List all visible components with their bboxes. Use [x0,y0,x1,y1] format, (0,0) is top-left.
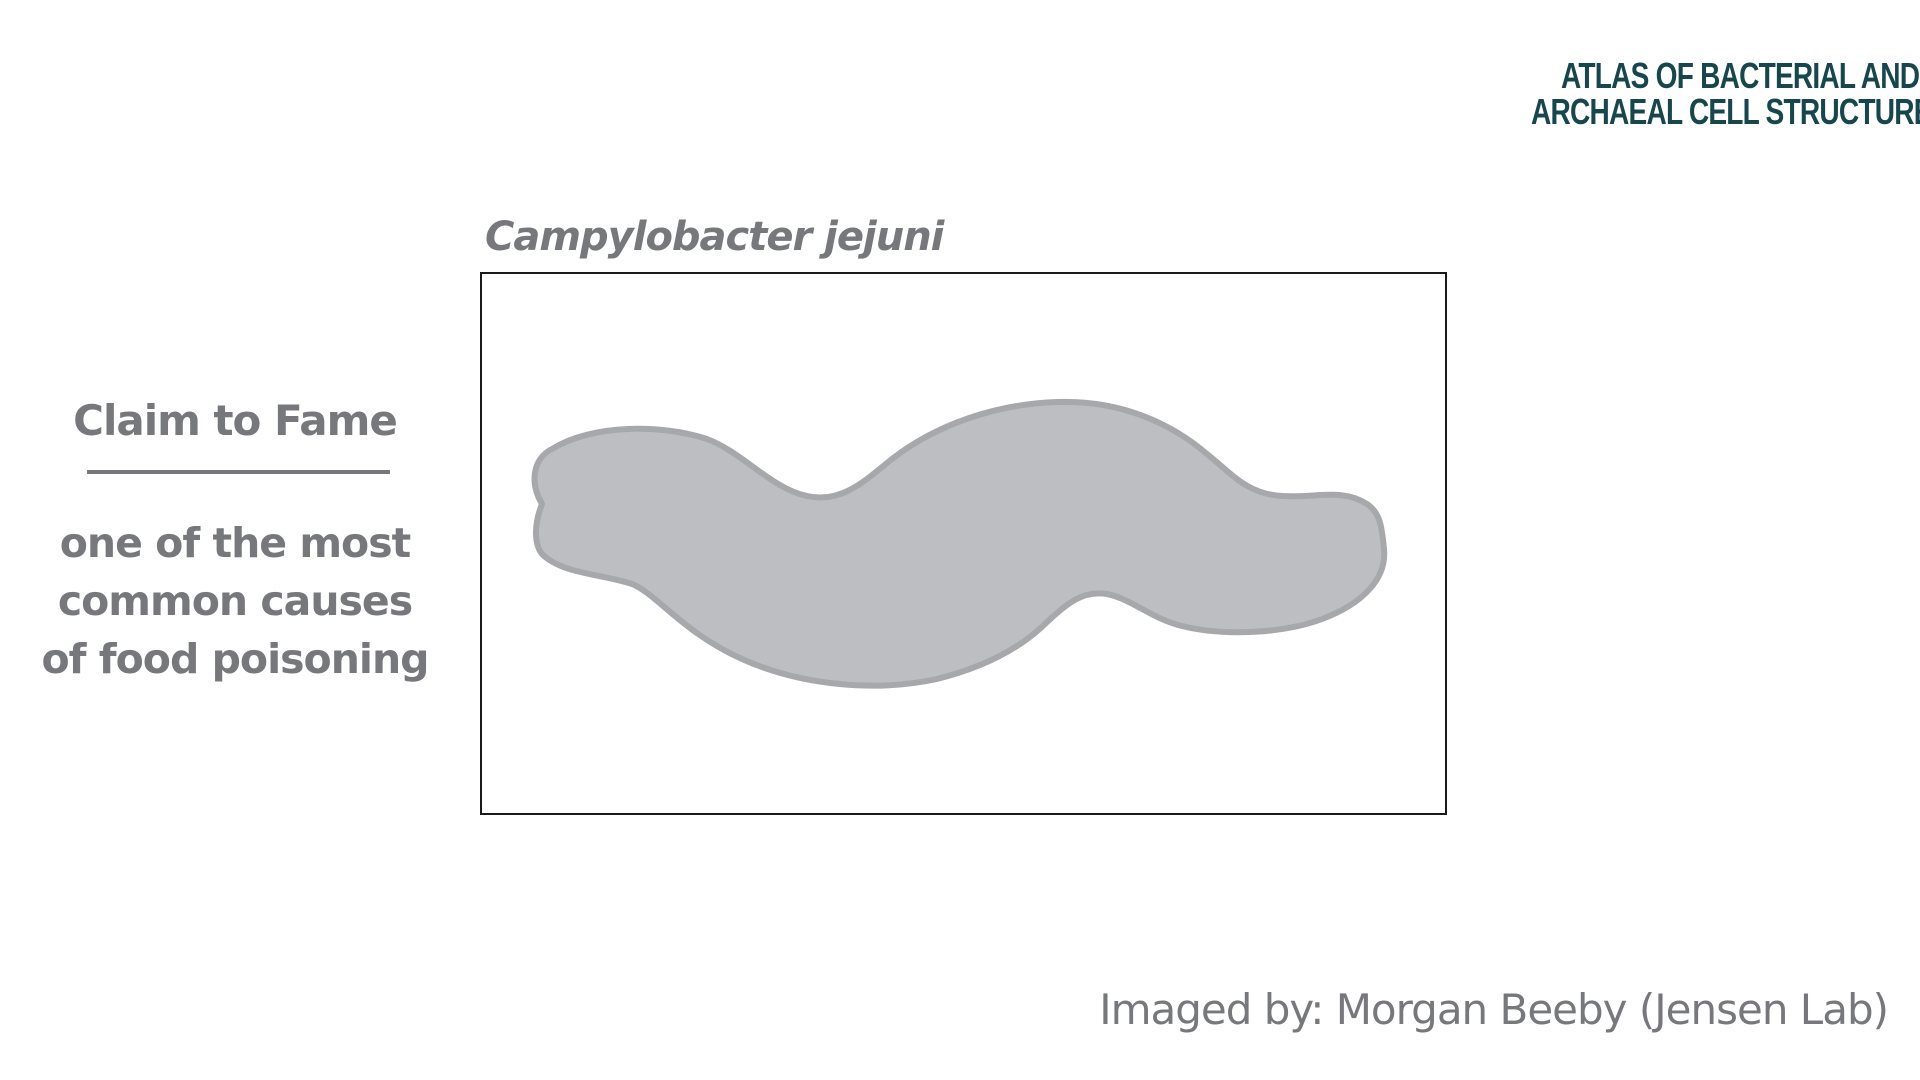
imaging-credit: Imaged by: Morgan Beeby (Jensen Lab) [1099,985,1889,1034]
atlas-logo: Atlas of Bacterial and Archaeal Cell Str… [1531,55,1920,132]
cell-image-frame [480,272,1447,815]
campylobacter-cell-shape [531,398,1388,689]
claim-divider [87,470,390,474]
claim-line-1: one of the most [59,519,411,567]
logo-line-1: Atlas of Bacterial and [1561,55,1920,96]
claim-line-3: of food poisoning [41,635,430,683]
logo-line-2: Archaeal Cell Structure [1531,91,1920,132]
species-title: Campylobacter jejuni [485,214,944,260]
cell-illustration [531,398,1388,689]
claim-to-fame-heading: Claim to Fame [73,396,398,445]
claim-line-2: common causes [57,577,413,625]
claim-description: one of the most common causes of food po… [25,514,445,688]
